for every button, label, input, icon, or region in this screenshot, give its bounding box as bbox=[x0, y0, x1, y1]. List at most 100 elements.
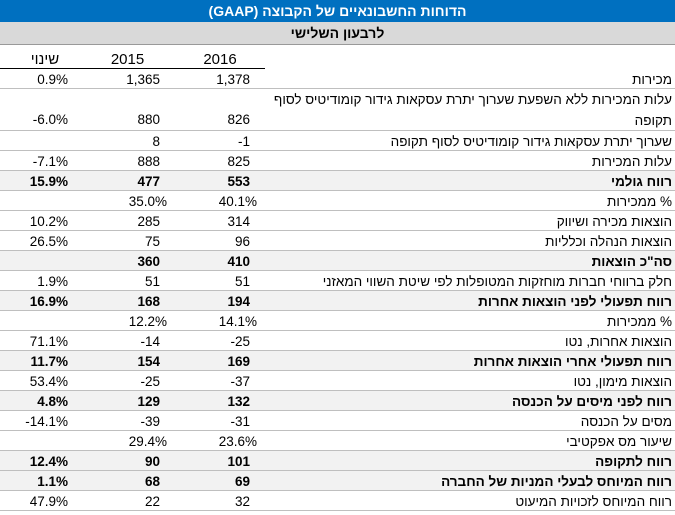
value-2016-cell: 69 bbox=[234, 474, 250, 489]
value-2015-cell: -14 bbox=[140, 334, 160, 349]
row-label: רווח המיוחס לזכויות המיעוט bbox=[515, 494, 672, 509]
row-label: מסים על הכנסה bbox=[580, 414, 672, 429]
value-2016-cell: 96 bbox=[234, 234, 250, 249]
value-2016-cell: 410 bbox=[227, 254, 250, 269]
change-cell: 4.8% bbox=[37, 394, 68, 409]
table-row: 0.9% 1,365 1,378 מכירות bbox=[0, 69, 675, 89]
table-row: 29.4% 23.6% שיעור מס אפקטיבי bbox=[0, 431, 675, 451]
row-label: עלות המכירות ללא השפעת שערוך יתרת עסקאות… bbox=[273, 92, 672, 128]
row-label: רווח תפעולי לפני הוצאות אחרות bbox=[478, 294, 672, 309]
change-cell: 11.7% bbox=[30, 354, 68, 369]
value-2015-cell: 129 bbox=[137, 394, 160, 409]
value-2015-cell: 168 bbox=[137, 294, 160, 309]
change-cell: -14.1% bbox=[25, 414, 68, 429]
table-row: 10.2% 285 314 הוצאות מכירה ושיווק bbox=[0, 211, 675, 231]
row-label: רווח תפעולי אחרי הוצאות אחרות bbox=[473, 354, 672, 369]
row-label: רווח לתקופה bbox=[595, 454, 672, 469]
value-2015-cell: 35.0% bbox=[128, 194, 167, 209]
value-2015-cell: 477 bbox=[137, 174, 160, 189]
table-row: 53.4% -25 -37 הוצאות מימון, נטו bbox=[0, 371, 675, 391]
table-title: הדוחות החשבונאיים של הקבוצה (GAAP) bbox=[0, 0, 675, 22]
value-2015-cell: 285 bbox=[137, 214, 160, 229]
table-row: 12.2% 14.1% % ממכירות bbox=[0, 311, 675, 331]
change-cell: 47.9% bbox=[29, 494, 68, 509]
change-cell: 53.4% bbox=[29, 374, 68, 389]
value-2016-cell: 169 bbox=[227, 354, 250, 369]
change-cell: 26.5% bbox=[29, 234, 68, 249]
value-2016-cell: 40.1% bbox=[218, 194, 257, 209]
value-2015-cell: 68 bbox=[144, 474, 160, 489]
value-2015-cell: 75 bbox=[144, 234, 160, 249]
row-label: הוצאות מימון, נטו bbox=[573, 374, 672, 389]
change-cell bbox=[0, 251, 80, 270]
table-row: 15.9% 477 553 רווח גולמי bbox=[0, 171, 675, 191]
table-row: 360 410 סה"כ הוצאות bbox=[0, 251, 675, 271]
table-row: -7.1% 888 825 עלות המכירות bbox=[0, 151, 675, 171]
change-cell bbox=[0, 191, 80, 210]
row-label: הוצאות אחרות, נטו bbox=[565, 334, 672, 349]
value-2016-cell: -31 bbox=[230, 414, 250, 429]
value-2016-cell: 14.1% bbox=[218, 314, 257, 329]
value-2016-cell: 23.6% bbox=[218, 434, 257, 449]
row-label: מכירות bbox=[632, 72, 672, 87]
value-2015-cell: -39 bbox=[140, 414, 160, 429]
header-2016: 2016 bbox=[175, 45, 265, 69]
table-row: 26.5% 75 96 הוצאות הנהלה וכלליות bbox=[0, 231, 675, 251]
table-row: 71.1% -14 -25 הוצאות אחרות, נטו bbox=[0, 331, 675, 351]
change-cell: 1.9% bbox=[37, 274, 68, 289]
row-label: עלות המכירות bbox=[591, 154, 672, 169]
value-2015-cell: 8 bbox=[152, 134, 160, 149]
row-label: רווח גולמי bbox=[611, 174, 672, 189]
row-label: הוצאות הנהלה וכלליות bbox=[545, 234, 672, 249]
table-body: 0.9% 1,365 1,378 מכירות -6.0% 880 826 עלות המכי… bbox=[0, 69, 675, 511]
value-2015-cell: 29.4% bbox=[128, 434, 167, 449]
header-2015: 2015 bbox=[80, 45, 175, 69]
change-cell bbox=[0, 131, 80, 150]
change-cell: -6.0% bbox=[32, 112, 68, 127]
value-2015-cell: 22 bbox=[144, 494, 160, 509]
table-row: 4.8% 129 132 רווח לפני מיסים על הכנסה bbox=[0, 391, 675, 411]
value-2016-cell: 132 bbox=[227, 394, 250, 409]
change-cell: 0.9% bbox=[37, 72, 68, 87]
value-2016-cell: 314 bbox=[227, 214, 250, 229]
value-2016-cell: 194 bbox=[227, 294, 250, 309]
change-cell bbox=[0, 311, 80, 330]
value-2015-cell: 90 bbox=[144, 454, 160, 469]
value-2015-cell: 360 bbox=[137, 254, 160, 269]
change-cell: 71.1% bbox=[29, 334, 68, 349]
row-label: חלק ברווחי חברות מוחזקות המטופלות לפי שי… bbox=[322, 274, 672, 289]
value-2016-cell: -25 bbox=[230, 334, 250, 349]
value-2016-cell: 32 bbox=[234, 494, 250, 509]
row-label: שיעור מס אפקטיבי bbox=[566, 434, 672, 449]
row-label: % ממכירות bbox=[607, 194, 672, 209]
row-label: רווח לפני מיסים על הכנסה bbox=[512, 394, 672, 409]
table-row: 1.1% 68 69 רווח המיוחס לבעלי המניות של החבר… bbox=[0, 471, 675, 491]
table-row: 35.0% 40.1% % ממכירות bbox=[0, 191, 675, 211]
header-label-spacer bbox=[265, 45, 675, 69]
value-2016-cell: -1 bbox=[237, 134, 250, 149]
row-label: סה"כ הוצאות bbox=[591, 254, 672, 269]
value-2016-cell: 553 bbox=[227, 174, 250, 189]
period-subtitle: לרבעון השלישי bbox=[0, 22, 675, 45]
table-row: -6.0% 880 826 עלות המכירות ללא השפעת שערוך … bbox=[0, 89, 675, 131]
table-row: 1.9% 51 51 חלק ברווחי חברות מוחזקות המטופלו… bbox=[0, 271, 675, 291]
column-header-row: שינוי 2015 2016 bbox=[0, 45, 675, 69]
table-row: 12.4% 90 101 רווח לתקופה bbox=[0, 451, 675, 471]
change-cell: 12.4% bbox=[29, 454, 68, 469]
change-cell bbox=[0, 431, 80, 450]
value-2016-cell: 1,378 bbox=[216, 72, 250, 87]
change-cell: 15.9% bbox=[29, 174, 68, 189]
table-row: 11.7% 154 169 רווח תפעולי אחרי הוצאות אחרות bbox=[0, 351, 675, 371]
table-row: 47.9% 22 32 רווח המיוחס לזכויות המיעוט bbox=[0, 491, 675, 511]
change-cell: -7.1% bbox=[32, 154, 68, 169]
value-2016-cell: 825 bbox=[227, 154, 250, 169]
change-cell: 10.2% bbox=[29, 214, 68, 229]
value-2015-cell: 51 bbox=[144, 274, 160, 289]
change-cell: 16.9% bbox=[29, 294, 68, 309]
row-label: % ממכירות bbox=[607, 314, 672, 329]
value-2015-cell: -25 bbox=[140, 374, 160, 389]
row-label: שערוך יתרת עסקאות גידור קומודיטיס לסוף ת… bbox=[390, 134, 672, 149]
header-change: שינוי bbox=[0, 45, 80, 69]
value-2015-cell: 1,365 bbox=[126, 72, 160, 87]
